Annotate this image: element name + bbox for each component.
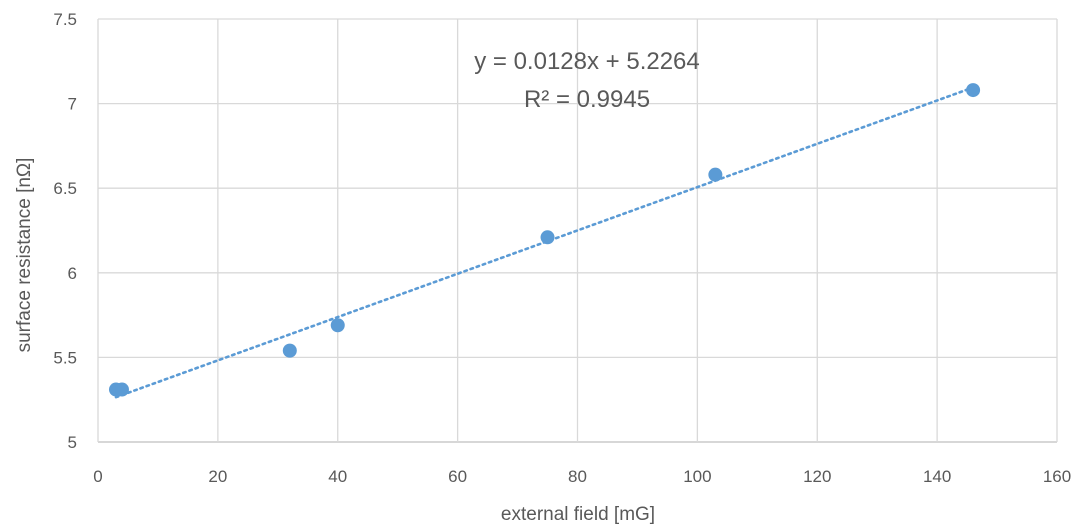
x-tick-label: 80 [568, 467, 587, 486]
x-tick-label: 0 [93, 467, 102, 486]
data-point [114, 382, 129, 397]
data-point [708, 167, 723, 182]
data-point [330, 318, 345, 333]
y-tick-label: 6 [68, 264, 77, 283]
x-tick-label: 40 [328, 467, 347, 486]
y-tick-label: 6.5 [53, 179, 77, 198]
x-tick-label: 20 [208, 467, 227, 486]
data-point [966, 83, 981, 98]
data-points [108, 83, 981, 397]
y-axis-title: surface resistance [nΩ] [14, 158, 35, 353]
x-tick-label: 120 [803, 467, 831, 486]
x-tick-label: 160 [1043, 467, 1071, 486]
y-tick-label: 5.5 [53, 348, 77, 367]
y-tick-label: 7 [68, 95, 77, 114]
y-tick-label: 7.5 [53, 10, 77, 29]
x-axis-title: external field [mG] [501, 504, 655, 525]
x-tick-label: 140 [923, 467, 951, 486]
y-tick-labels: 5 5.5 6 6.5 7 7.5 [53, 10, 77, 452]
x-tick-label: 100 [683, 467, 711, 486]
grid [97, 18, 1058, 443]
y-tick-label: 5 [68, 433, 77, 452]
trendline-r-squared: R² = 0.9945 [524, 86, 650, 113]
data-point [540, 230, 555, 245]
x-tick-label: 60 [448, 467, 467, 486]
trendline-equation: y = 0.0128x + 5.2264 [474, 48, 700, 75]
x-tick-labels: 0 20 40 60 80 100 120 140 160 [93, 467, 1071, 486]
data-point [282, 343, 297, 358]
